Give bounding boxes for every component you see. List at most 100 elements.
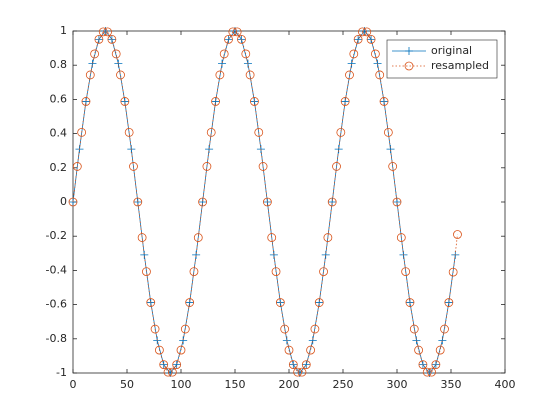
marker-circle bbox=[224, 34, 233, 44]
marker-circle bbox=[254, 128, 264, 137]
marker-part bbox=[341, 97, 350, 106]
y-tick-label: -0.4 bbox=[46, 263, 67, 276]
marker-circle bbox=[215, 70, 225, 80]
marker-part bbox=[354, 35, 363, 44]
marker-circle bbox=[435, 345, 445, 355]
marker-circle bbox=[404, 61, 414, 71]
marker-circle bbox=[288, 360, 298, 370]
marker-circle bbox=[431, 360, 441, 370]
marker-circle bbox=[453, 230, 462, 239]
marker-circle bbox=[383, 128, 393, 137]
marker-circle bbox=[90, 49, 99, 59]
y-tick-label: -0.2 bbox=[46, 229, 67, 242]
marker-circle bbox=[232, 27, 242, 37]
marker-circle bbox=[176, 345, 186, 355]
marker-circle bbox=[323, 233, 333, 242]
marker-circle bbox=[392, 197, 402, 207]
marker-circle bbox=[245, 70, 255, 80]
marker-circle bbox=[349, 49, 359, 59]
marker-circle bbox=[427, 367, 436, 377]
marker-circle bbox=[267, 233, 277, 242]
marker-circle bbox=[379, 97, 389, 106]
marker-part bbox=[302, 360, 311, 369]
marker-circle bbox=[418, 360, 428, 370]
marker-circle bbox=[68, 197, 78, 207]
marker-circle bbox=[167, 367, 177, 377]
marker-circle bbox=[146, 298, 156, 307]
x-tick-label: 50 bbox=[120, 378, 134, 391]
marker-part bbox=[218, 59, 227, 68]
marker-circle bbox=[111, 49, 121, 59]
marker-plus bbox=[367, 35, 376, 44]
marker-circle bbox=[293, 367, 303, 377]
marker-circle bbox=[284, 345, 294, 355]
marker-circle bbox=[107, 34, 117, 44]
marker-plus bbox=[179, 336, 188, 345]
marker-part bbox=[172, 360, 181, 369]
marker-part bbox=[308, 336, 317, 345]
marker-circle bbox=[77, 128, 87, 137]
marker-plus bbox=[218, 59, 227, 68]
marker-circle bbox=[185, 298, 195, 307]
marker-circle bbox=[405, 298, 415, 307]
marker-circle bbox=[448, 267, 458, 277]
marker-plus bbox=[347, 59, 356, 68]
marker-circle bbox=[81, 97, 91, 106]
marker-plus bbox=[308, 336, 317, 345]
marker-part bbox=[185, 298, 194, 307]
marker-circle bbox=[353, 34, 363, 44]
marker-circle bbox=[85, 70, 95, 80]
marker-circle bbox=[237, 34, 246, 44]
x-tick-label: 300 bbox=[387, 378, 408, 391]
marker-circle bbox=[301, 360, 311, 370]
marker-circle bbox=[440, 324, 449, 334]
x-tick-label: 200 bbox=[279, 378, 300, 391]
marker-plus bbox=[224, 35, 233, 44]
marker-circle bbox=[370, 49, 380, 59]
marker-circle bbox=[375, 70, 385, 80]
marker-circle bbox=[306, 345, 316, 355]
marker-circle bbox=[159, 360, 169, 370]
marker-part bbox=[159, 360, 168, 369]
y-tick-label: 0.4 bbox=[50, 127, 68, 140]
marker-circle bbox=[189, 267, 199, 276]
marker-plus bbox=[405, 47, 413, 55]
marker-circle bbox=[150, 324, 160, 334]
x-tick-label: 100 bbox=[171, 378, 192, 391]
marker-circle bbox=[297, 367, 307, 377]
marker-circle bbox=[345, 70, 354, 80]
marker-circle bbox=[120, 97, 130, 106]
marker-circle bbox=[340, 97, 350, 106]
legend-label: original bbox=[431, 44, 472, 57]
marker-circle bbox=[180, 324, 190, 334]
marker-circle bbox=[241, 49, 251, 59]
marker-part bbox=[179, 336, 188, 345]
marker-circle bbox=[409, 324, 419, 334]
marker-circle bbox=[129, 162, 138, 171]
plot-area bbox=[72, 30, 506, 374]
marker-circle bbox=[137, 233, 147, 242]
marker-circle bbox=[314, 298, 324, 307]
marker-circle bbox=[72, 162, 82, 171]
marker-circle bbox=[262, 197, 272, 207]
marker-circle bbox=[163, 367, 173, 377]
marker-circle bbox=[401, 267, 411, 276]
marker-circle bbox=[271, 267, 281, 276]
marker-circle bbox=[250, 97, 259, 106]
marker-circle bbox=[94, 34, 104, 44]
marker-circle bbox=[206, 128, 216, 137]
marker-circle bbox=[228, 27, 238, 37]
marker-circle bbox=[98, 27, 108, 37]
marker-circle bbox=[319, 267, 328, 276]
marker-circle bbox=[327, 197, 337, 207]
x-tick-label: 0 bbox=[70, 378, 77, 391]
marker-plus bbox=[354, 35, 363, 44]
marker-circle bbox=[193, 233, 203, 242]
marker-circle bbox=[332, 162, 341, 171]
marker-circle bbox=[211, 97, 220, 106]
marker-circle bbox=[219, 49, 229, 59]
legend-box bbox=[386, 39, 498, 79]
marker-part bbox=[367, 35, 376, 44]
